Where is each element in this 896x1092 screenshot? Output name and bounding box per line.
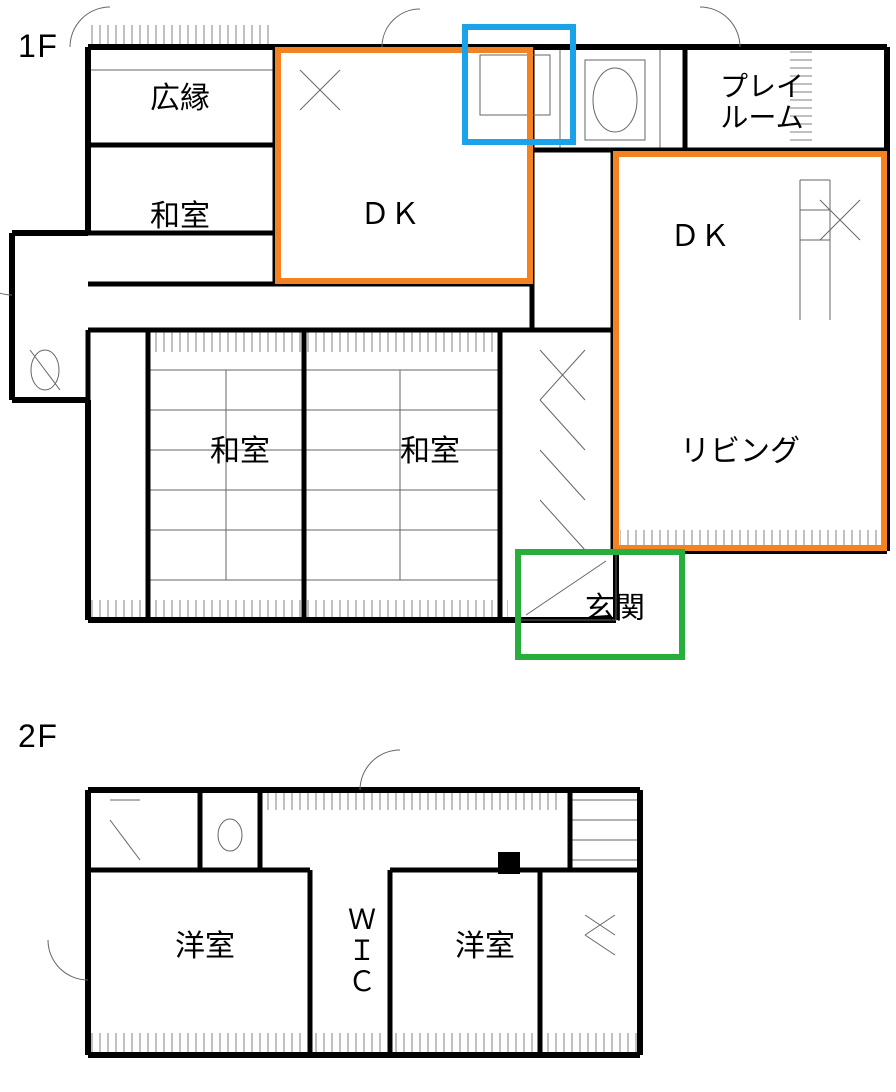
room-label: 洋室 xyxy=(455,930,515,963)
room-label: 和室 xyxy=(400,435,460,468)
room-label: Ｗ Ｉ Ｃ xyxy=(348,905,376,997)
room-label: 広縁 xyxy=(150,82,210,115)
floorplan-canvas: 1F 2F 広縁和室ＤＫプレイ ルームＤＫ和室和室リビング玄関洋室Ｗ Ｉ Ｃ洋室 xyxy=(0,0,896,1092)
floor-label-1f: 1F xyxy=(18,28,59,65)
highlight-bath-blue xyxy=(462,24,576,145)
highlight-genkan xyxy=(515,549,685,660)
room-label: 洋室 xyxy=(175,930,235,963)
floor-label-2f: 2F xyxy=(18,718,59,755)
highlight-dk-living xyxy=(613,151,887,551)
room-label: プレイ ルーム xyxy=(720,72,804,134)
room-label: 和室 xyxy=(150,200,210,233)
room-label: 和室 xyxy=(210,435,270,468)
